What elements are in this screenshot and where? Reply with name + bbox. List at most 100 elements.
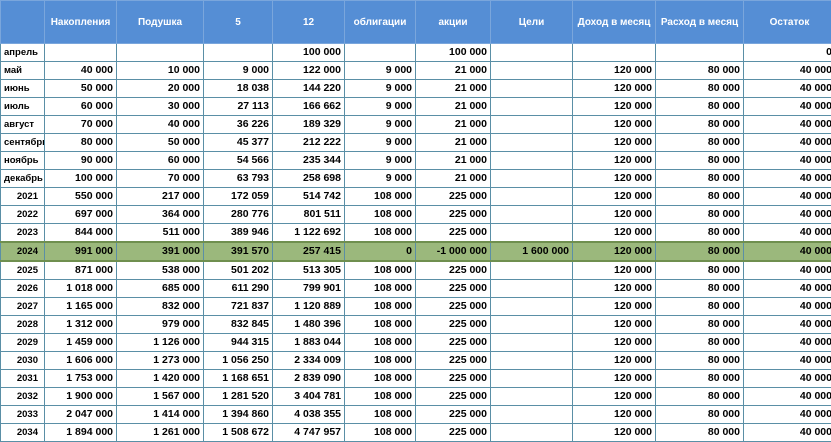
cell: 538 000 [117, 261, 204, 280]
cell: 1 459 000 [45, 334, 117, 352]
cell: 1 018 000 [45, 280, 117, 298]
cell: 120 000 [573, 170, 656, 188]
cell: 4 038 355 [273, 406, 345, 424]
cell: 225 000 [416, 370, 491, 388]
cell: 1 414 000 [117, 406, 204, 424]
cell: 832 845 [204, 316, 273, 334]
row-label: декабрь [1, 170, 45, 188]
cell: 212 222 [273, 134, 345, 152]
cell: 80 000 [656, 80, 744, 98]
cell: -1 000 000 [416, 242, 491, 261]
column-header: акции [416, 1, 491, 44]
cell: 54 566 [204, 152, 273, 170]
cell [573, 44, 656, 62]
cell: 225 000 [416, 316, 491, 334]
row-label: 2031 [1, 370, 45, 388]
cell [491, 334, 573, 352]
column-header: 5 [204, 1, 273, 44]
cell: 80 000 [656, 261, 744, 280]
cell: 80 000 [656, 242, 744, 261]
cell: 108 000 [345, 224, 416, 243]
row-label: 2030 [1, 352, 45, 370]
cell [656, 44, 744, 62]
cell: 80 000 [656, 170, 744, 188]
cell: 1 126 000 [117, 334, 204, 352]
cell: 80 000 [656, 152, 744, 170]
cell: 225 000 [416, 224, 491, 243]
cell: 80 000 [656, 388, 744, 406]
cell: 80 000 [656, 316, 744, 334]
cell: 389 946 [204, 224, 273, 243]
cell: 108 000 [345, 316, 416, 334]
column-header: Накопления [45, 1, 117, 44]
cell [491, 206, 573, 224]
column-header: Доход в месяц [573, 1, 656, 44]
row-label: июль [1, 98, 45, 116]
cell: 391 570 [204, 242, 273, 261]
cell: 120 000 [573, 80, 656, 98]
cell: 844 000 [45, 224, 117, 243]
cell: 172 059 [204, 188, 273, 206]
cell: 1 312 000 [45, 316, 117, 334]
cell: 80 000 [656, 334, 744, 352]
cell: 108 000 [345, 370, 416, 388]
cell [491, 224, 573, 243]
cell: 80 000 [45, 134, 117, 152]
cell: 391 000 [117, 242, 204, 261]
cell: 0 [744, 44, 831, 62]
cell [491, 170, 573, 188]
cell: 120 000 [573, 298, 656, 316]
cell: 40 000 [744, 370, 831, 388]
cell [491, 62, 573, 80]
cell: 60 000 [117, 152, 204, 170]
cell: 1 056 250 [204, 352, 273, 370]
cell: 10 000 [117, 62, 204, 80]
column-header: облигации [345, 1, 416, 44]
column-header: 12 [273, 1, 345, 44]
cell: 40 000 [744, 224, 831, 243]
cell: 90 000 [45, 152, 117, 170]
row-label: 2025 [1, 261, 45, 280]
cell: 2 047 000 [45, 406, 117, 424]
cell: 40 000 [744, 152, 831, 170]
cell: 80 000 [656, 280, 744, 298]
cell [491, 370, 573, 388]
cell: 225 000 [416, 334, 491, 352]
cell: 80 000 [656, 206, 744, 224]
cell: 60 000 [45, 98, 117, 116]
cell: 1 420 000 [117, 370, 204, 388]
cell [491, 80, 573, 98]
cell: 120 000 [573, 280, 656, 298]
cell: 944 315 [204, 334, 273, 352]
cell: 685 000 [117, 280, 204, 298]
cell: 108 000 [345, 298, 416, 316]
cell: 225 000 [416, 206, 491, 224]
cell: 257 415 [273, 242, 345, 261]
row-label: 2028 [1, 316, 45, 334]
cell: 1 606 000 [45, 352, 117, 370]
cell: 40 000 [744, 98, 831, 116]
cell: 108 000 [345, 334, 416, 352]
cell: 40 000 [744, 261, 831, 280]
cell: 120 000 [573, 334, 656, 352]
cell [491, 44, 573, 62]
cell: 80 000 [656, 298, 744, 316]
cell: 40 000 [744, 352, 831, 370]
cell: 80 000 [656, 188, 744, 206]
cell: 511 000 [117, 224, 204, 243]
cell: 235 344 [273, 152, 345, 170]
row-label: 2029 [1, 334, 45, 352]
cell: 80 000 [656, 370, 744, 388]
cell: 9 000 [345, 80, 416, 98]
cell: 991 000 [45, 242, 117, 261]
